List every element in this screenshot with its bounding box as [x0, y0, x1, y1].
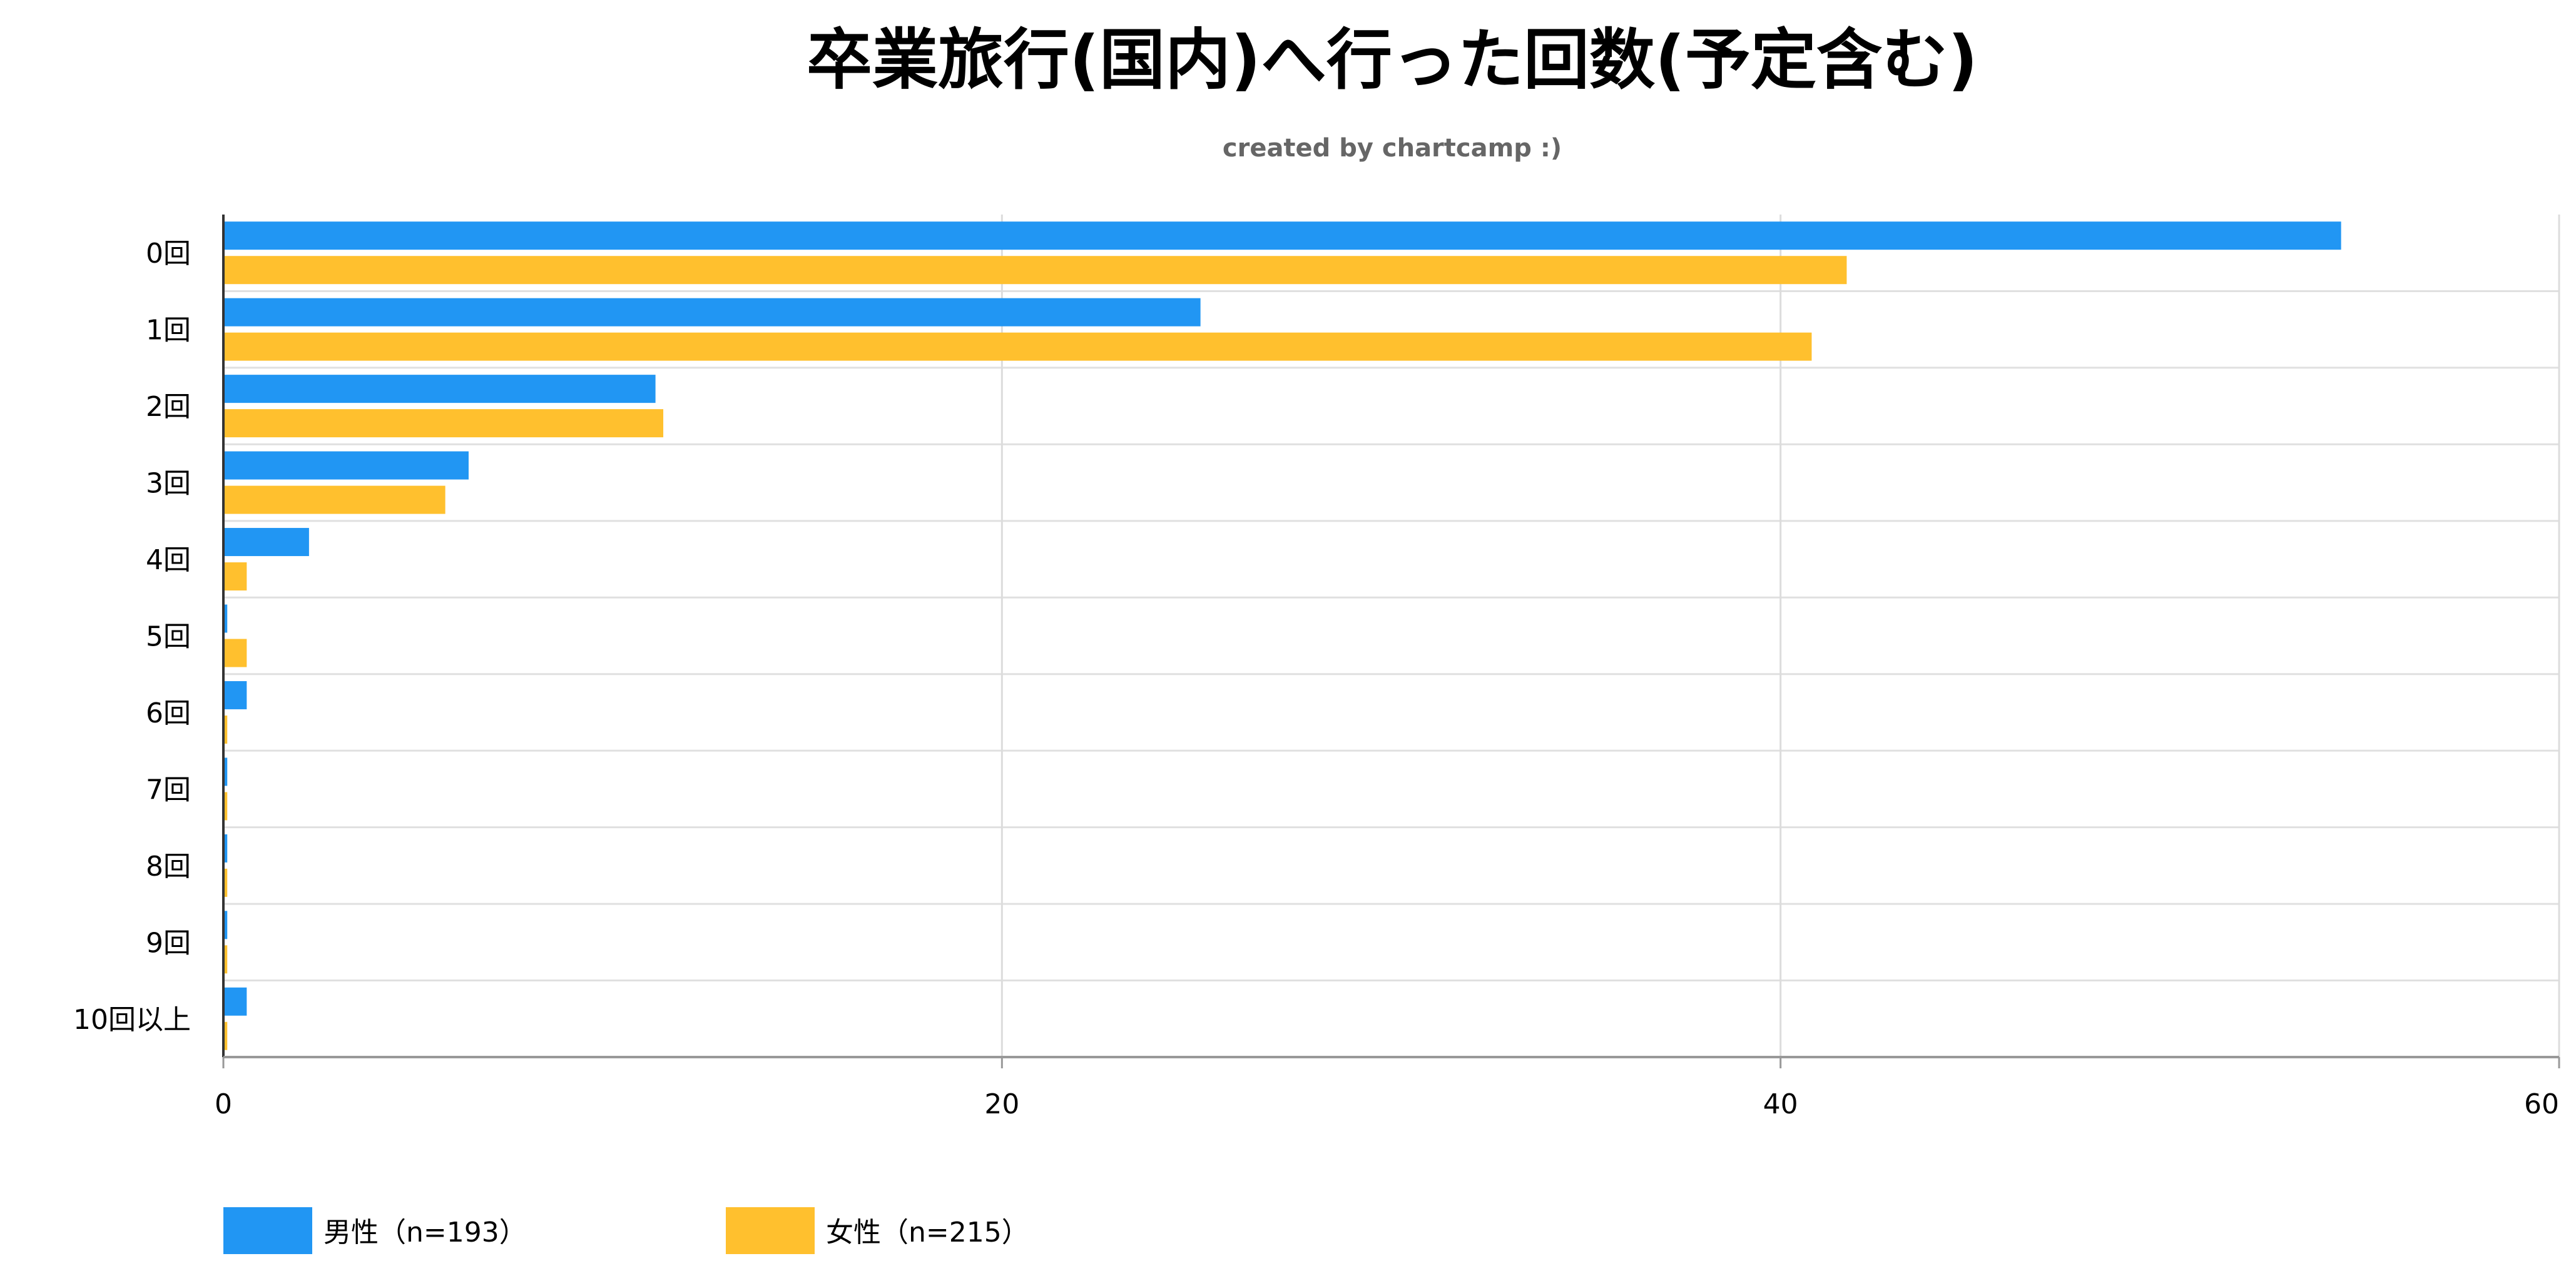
axis-layer: 0回 1回 2回 3回 4回 5回 6回 7回 8回 9回 10回以上 0 20 40 60 [73, 215, 2560, 1120]
x-tick-label: 60 [2524, 1088, 2559, 1120]
legend-swatch [726, 1207, 815, 1254]
y-tick-label: 4回 [146, 544, 191, 576]
bar-female [223, 945, 228, 974]
chart-subtitle: created by chartcamp :) [1223, 134, 1562, 163]
bar-male [223, 681, 247, 709]
legend-swatch [223, 1207, 312, 1254]
legend: 男性（n=193） 女性（n=215） [223, 1207, 1029, 1254]
bar-female [223, 792, 228, 821]
legend-label: 女性（n=215） [826, 1217, 1029, 1248]
bar-female [223, 1021, 228, 1050]
bar-layer [223, 221, 2341, 1050]
legend-label: 男性（n=193） [323, 1217, 527, 1248]
bar-male [223, 987, 247, 1016]
bar-female [223, 409, 664, 438]
y-tick-label: 2回 [146, 391, 191, 423]
y-tick-label: 1回 [146, 315, 191, 347]
bar-female [223, 868, 228, 897]
bar-male [223, 451, 469, 480]
y-tick-label: 8回 [146, 851, 191, 883]
x-tick-label: 40 [1763, 1088, 1798, 1120]
bar-male [223, 221, 2341, 250]
chart-title: 卒業旅行(国内)へ行った回数(予定含む) [807, 22, 1978, 98]
y-tick-label: 6回 [146, 697, 191, 729]
bar-male [223, 528, 309, 557]
bar-female [223, 485, 445, 514]
bar-male [223, 757, 228, 786]
bar-female [223, 332, 1812, 361]
y-tick-label: 0回 [146, 238, 191, 270]
x-tick-label: 0 [215, 1088, 232, 1120]
y-tick-label: 9回 [146, 927, 191, 959]
bar-female [223, 562, 247, 591]
bar-female [223, 639, 247, 667]
bar-male [223, 834, 228, 863]
bar-female [223, 256, 1847, 285]
x-tick-label: 20 [984, 1088, 1019, 1120]
bar-male [223, 375, 656, 403]
bar-male [223, 911, 228, 939]
bar-female [223, 715, 228, 744]
y-tick-label: 5回 [146, 621, 191, 653]
bar-male [223, 298, 1201, 327]
bar-male [223, 604, 228, 633]
y-tick-label: 7回 [146, 774, 191, 806]
y-tick-label: 10回以上 [73, 1004, 191, 1036]
y-tick-label: 3回 [146, 468, 191, 500]
